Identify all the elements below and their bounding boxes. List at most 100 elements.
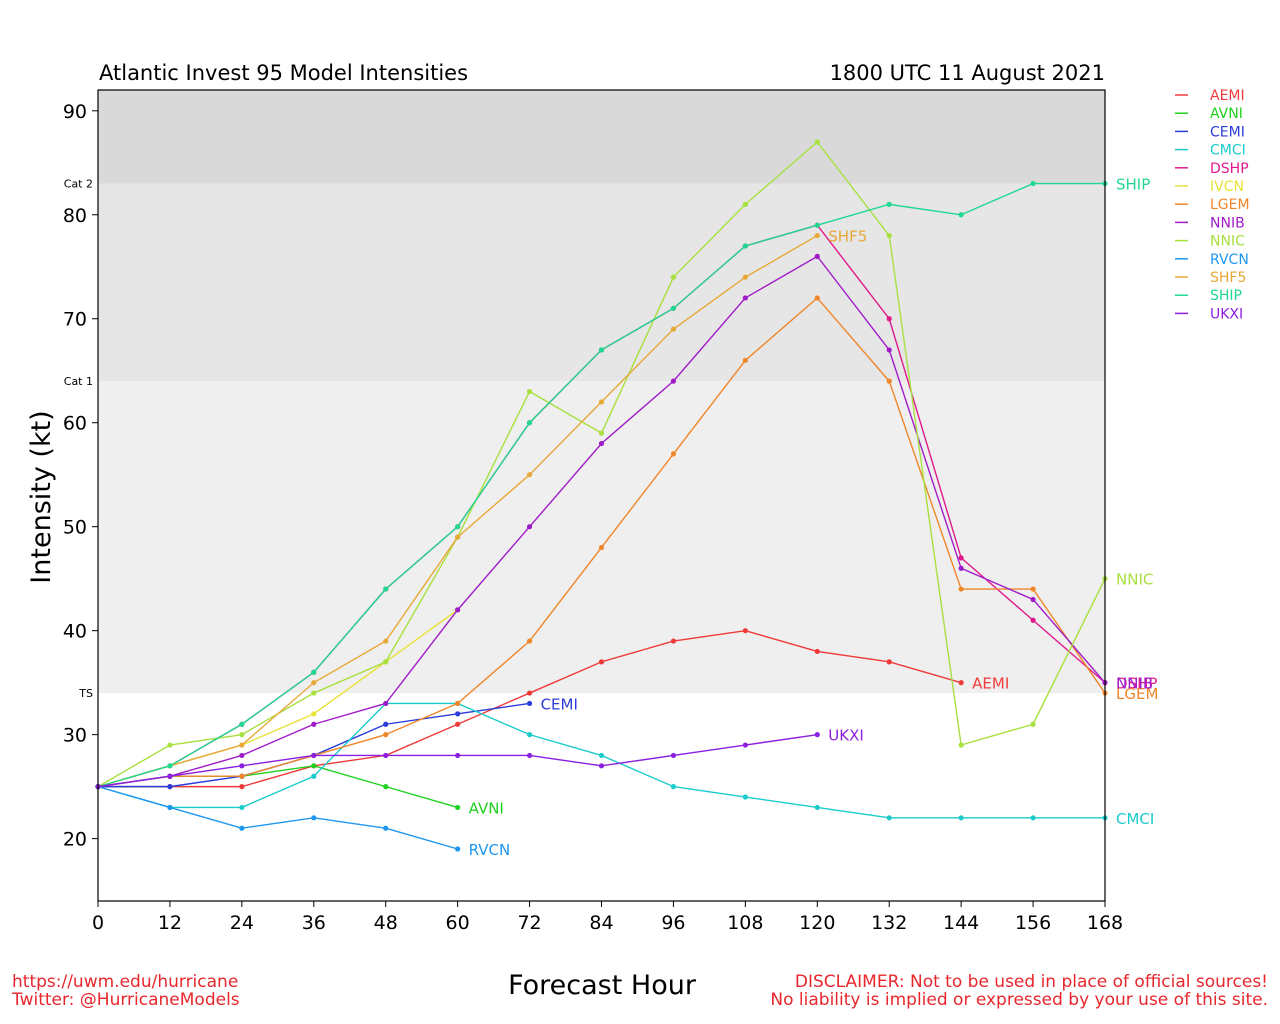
- y-tick-label: 70: [63, 309, 87, 331]
- data-point: [598, 347, 605, 353]
- data-point: [311, 721, 317, 727]
- legend-item-shf5: SHF5: [1210, 270, 1246, 286]
- data-point: [383, 700, 389, 707]
- series-line-rvcn: [97, 785, 458, 850]
- data-point: [526, 420, 533, 426]
- data-point: [239, 752, 245, 759]
- data-point: [167, 763, 173, 769]
- data-point: [1030, 586, 1036, 592]
- data-point: [526, 388, 533, 395]
- data-point: [814, 139, 820, 145]
- x-tick-label: 156: [1015, 912, 1051, 934]
- end-label-cemi: CEMI: [541, 695, 578, 713]
- data-point: [455, 721, 461, 727]
- data-point: [814, 648, 820, 655]
- data-point: [814, 804, 820, 811]
- x-axis-label: Forecast Hour: [508, 970, 696, 1001]
- end-label-ship: SHIP: [1116, 176, 1150, 194]
- legend-item-cmci: CMCI: [1210, 143, 1246, 159]
- data-point: [311, 711, 317, 717]
- data-point: [239, 804, 245, 811]
- data-point: [383, 721, 389, 727]
- data-point: [311, 690, 317, 696]
- series-ukxi: [95, 732, 820, 790]
- data-point: [742, 357, 748, 363]
- data-point: [742, 243, 748, 249]
- data-point: [886, 316, 892, 322]
- data-point: [886, 659, 892, 665]
- end-label-cmci: CMCI: [1116, 810, 1154, 828]
- chart-title: Atlantic Invest 95 Model Intensities: [99, 61, 468, 85]
- legend-item-lgem: LGEM: [1210, 197, 1250, 213]
- disclaimer-line-1: DISCLAIMER: Not to be used in place of o…: [794, 972, 1268, 992]
- series-lines: [95, 139, 1108, 852]
- y-tick-label: 90: [63, 101, 87, 123]
- data-point: [1030, 721, 1036, 727]
- series-nnic: [95, 139, 1108, 790]
- disclaimer-line-2: No liability is implied or expressed by …: [770, 990, 1268, 1010]
- data-point: [167, 784, 173, 790]
- x-tick-label: 12: [158, 912, 182, 934]
- y-tick-label: 40: [63, 621, 87, 643]
- data-point: [455, 752, 461, 759]
- data-point: [886, 232, 892, 239]
- data-point: [814, 232, 820, 239]
- data-point: [814, 222, 820, 228]
- legend-item-nnic: NNIC: [1210, 234, 1245, 250]
- y-tick-label: 20: [63, 829, 87, 851]
- data-point: [455, 700, 461, 707]
- legend: AEMI AVNI CEMI CMCI DSHP IVCN LGEM NNIB NNIC RVCN…: [1175, 88, 1250, 322]
- x-tick-label: 36: [302, 912, 326, 934]
- data-point: [670, 784, 677, 790]
- end-label-lgem: LGEM: [1116, 685, 1158, 703]
- band-cat-2: [98, 90, 1105, 184]
- data-point: [526, 732, 533, 738]
- end-label-ukxi: UKXI: [828, 727, 864, 745]
- data-point: [311, 773, 317, 779]
- x-tick-label: 48: [374, 912, 398, 934]
- axis-ticks: TS Cat 1 Cat 2 0 12 24 36 48 60 72 84 96 108 120 132 14…: [63, 101, 1123, 934]
- data-point: [239, 763, 245, 769]
- end-label-rvcn: RVCN: [469, 841, 511, 859]
- data-point: [598, 544, 605, 551]
- data-point: [958, 565, 964, 571]
- x-tick-label: 84: [589, 912, 613, 934]
- data-point: [958, 586, 964, 592]
- data-point: [670, 752, 677, 759]
- data-point: [670, 638, 677, 644]
- data-point: [526, 690, 533, 696]
- data-point: [958, 212, 964, 218]
- x-tick-label: 0: [92, 912, 104, 934]
- data-point: [383, 732, 389, 738]
- data-point: [670, 378, 677, 384]
- data-point: [598, 430, 605, 436]
- data-point: [311, 763, 317, 769]
- footer-disclaimer: DISCLAIMER: Not to be used in place of o…: [770, 973, 1268, 1009]
- legend-item-ivcn: IVCN: [1210, 179, 1244, 195]
- end-label-nnic: NNIC: [1116, 571, 1153, 589]
- data-point: [742, 295, 748, 301]
- series-nnib: [95, 253, 1108, 790]
- end-label-avni: AVNI: [469, 799, 504, 817]
- data-point: [526, 752, 533, 759]
- series-cmci: [95, 700, 1108, 821]
- data-point: [814, 295, 820, 301]
- data-point: [598, 763, 605, 769]
- series-line-cmci: [97, 702, 1105, 819]
- end-label-nnib: NNIB: [1116, 675, 1153, 693]
- data-point: [311, 752, 317, 759]
- y-tick-label: 80: [63, 205, 87, 227]
- data-point: [455, 524, 461, 530]
- chart-subtitle: 1800 UTC 11 August 2021: [830, 61, 1105, 85]
- data-point: [742, 274, 748, 280]
- data-point: [886, 201, 892, 207]
- data-point: [311, 680, 317, 686]
- x-tick-label: 168: [1087, 912, 1123, 934]
- data-point: [383, 659, 389, 665]
- data-point: [670, 305, 677, 311]
- x-tick-label: 60: [446, 912, 470, 934]
- data-point: [526, 700, 533, 707]
- data-point: [814, 732, 820, 738]
- data-point: [383, 784, 389, 790]
